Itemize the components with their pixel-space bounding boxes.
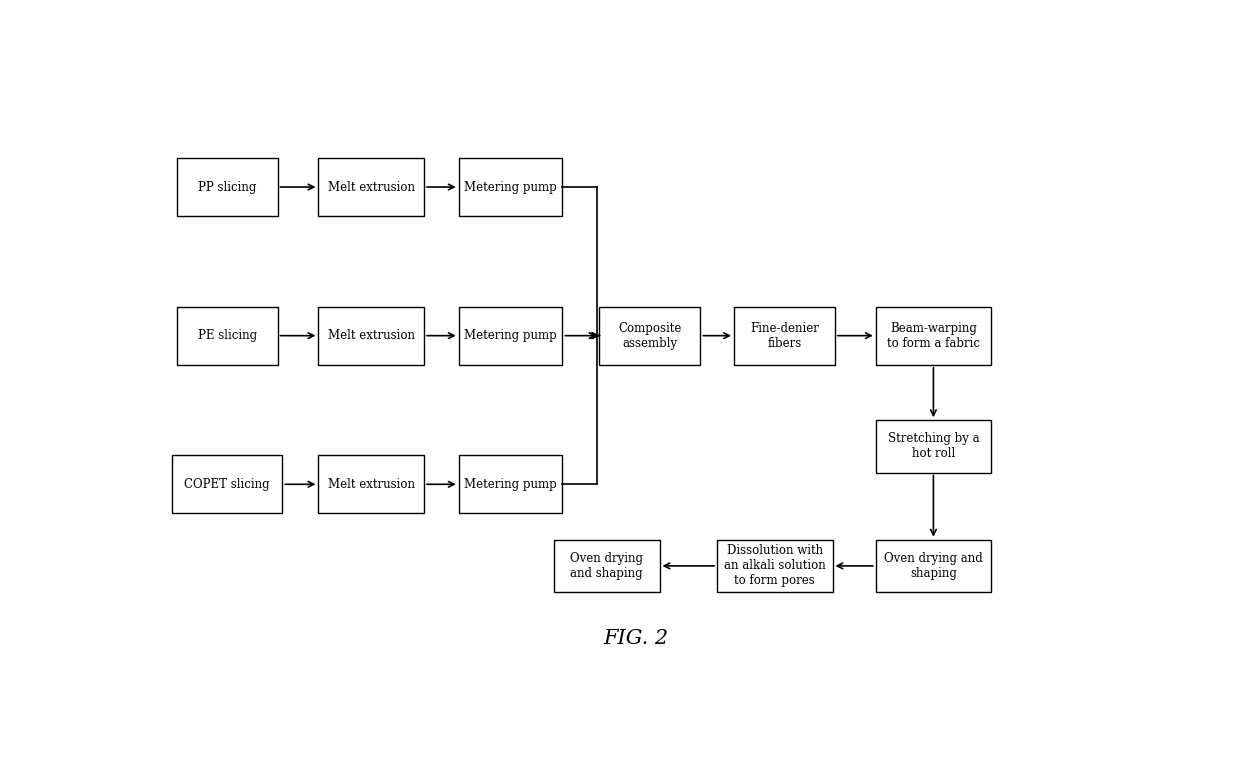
FancyBboxPatch shape xyxy=(176,158,278,217)
FancyBboxPatch shape xyxy=(176,307,278,365)
Text: Beam-warping
to form a fabric: Beam-warping to form a fabric xyxy=(887,322,980,350)
FancyBboxPatch shape xyxy=(319,455,424,513)
FancyBboxPatch shape xyxy=(459,455,563,513)
Text: PE slicing: PE slicing xyxy=(197,329,257,342)
FancyBboxPatch shape xyxy=(459,307,563,365)
FancyBboxPatch shape xyxy=(875,540,991,592)
Text: Oven drying and
shaping: Oven drying and shaping xyxy=(884,552,983,580)
Text: Metering pump: Metering pump xyxy=(464,329,557,342)
Text: Stretching by a
hot roll: Stretching by a hot roll xyxy=(888,432,980,460)
Text: PP slicing: PP slicing xyxy=(198,180,257,194)
FancyBboxPatch shape xyxy=(459,158,563,217)
Text: Melt extrusion: Melt extrusion xyxy=(327,478,414,491)
Text: COPET slicing: COPET slicing xyxy=(185,478,270,491)
FancyBboxPatch shape xyxy=(319,307,424,365)
Text: Metering pump: Metering pump xyxy=(464,478,557,491)
Text: Metering pump: Metering pump xyxy=(464,180,557,194)
Text: Melt extrusion: Melt extrusion xyxy=(327,329,414,342)
FancyBboxPatch shape xyxy=(319,158,424,217)
FancyBboxPatch shape xyxy=(717,540,832,592)
Text: Fine-denier
fibers: Fine-denier fibers xyxy=(750,322,818,350)
Text: FIG. 2: FIG. 2 xyxy=(603,629,668,648)
FancyBboxPatch shape xyxy=(875,307,991,365)
Text: Dissolution with
an alkali solution
to form pores: Dissolution with an alkali solution to f… xyxy=(724,544,826,587)
FancyBboxPatch shape xyxy=(599,307,701,365)
Text: Melt extrusion: Melt extrusion xyxy=(327,180,414,194)
Text: Oven drying
and shaping: Oven drying and shaping xyxy=(570,552,644,580)
Text: Composite
assembly: Composite assembly xyxy=(619,322,682,350)
FancyBboxPatch shape xyxy=(172,455,283,513)
FancyBboxPatch shape xyxy=(554,540,660,592)
FancyBboxPatch shape xyxy=(875,420,991,472)
FancyBboxPatch shape xyxy=(734,307,835,365)
